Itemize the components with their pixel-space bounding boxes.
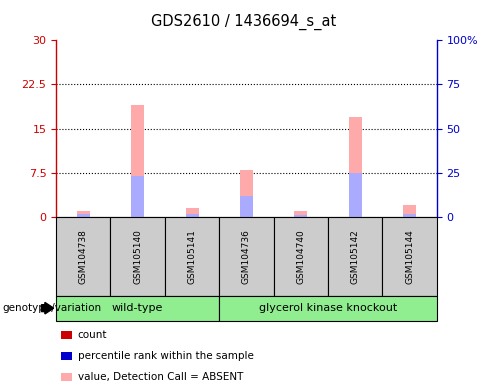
Bar — [294, 215, 307, 217]
Text: count: count — [78, 330, 107, 340]
Text: genotype/variation: genotype/variation — [2, 303, 102, 313]
Text: percentile rank within the sample: percentile rank within the sample — [78, 351, 253, 361]
Bar — [56, 217, 110, 296]
Bar — [348, 173, 362, 217]
Text: GSM105142: GSM105142 — [351, 229, 360, 284]
Bar — [219, 217, 274, 296]
Bar — [165, 217, 219, 296]
Text: value, Detection Call = ABSENT: value, Detection Call = ABSENT — [78, 372, 243, 382]
Text: wild-type: wild-type — [112, 303, 163, 313]
Bar — [185, 208, 199, 217]
Bar — [219, 296, 437, 321]
FancyArrow shape — [41, 303, 54, 314]
Bar — [61, 373, 72, 381]
Text: GDS2610 / 1436694_s_at: GDS2610 / 1436694_s_at — [151, 13, 337, 30]
Bar — [240, 196, 253, 217]
Text: GSM105141: GSM105141 — [187, 229, 197, 284]
Bar — [274, 217, 328, 296]
Text: GSM105144: GSM105144 — [405, 229, 414, 284]
Bar — [61, 331, 72, 339]
Text: GSM105140: GSM105140 — [133, 229, 142, 284]
Bar — [383, 217, 437, 296]
Bar — [61, 353, 72, 360]
Bar — [294, 211, 307, 217]
Bar — [185, 214, 199, 217]
Bar — [110, 217, 165, 296]
Bar — [56, 296, 219, 321]
Bar — [328, 217, 383, 296]
Text: GSM104738: GSM104738 — [79, 229, 88, 284]
Bar — [240, 170, 253, 217]
Text: GSM104736: GSM104736 — [242, 229, 251, 284]
Bar — [77, 211, 90, 217]
Bar — [131, 176, 144, 217]
Bar — [77, 214, 90, 217]
Bar — [403, 214, 416, 217]
Bar — [348, 117, 362, 217]
Bar — [403, 205, 416, 217]
Bar — [131, 105, 144, 217]
Text: GSM104740: GSM104740 — [296, 229, 305, 284]
Text: glycerol kinase knockout: glycerol kinase knockout — [259, 303, 397, 313]
